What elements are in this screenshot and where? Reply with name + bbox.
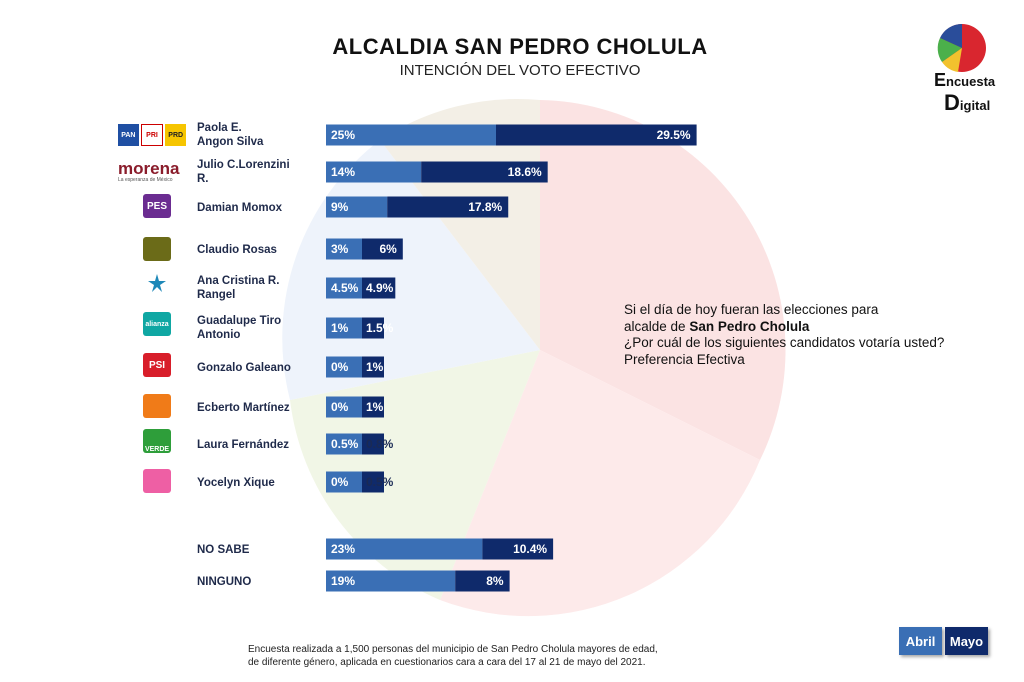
data-label-mayo: 17.8% (468, 200, 502, 214)
bar-mayo (387, 196, 509, 218)
category-label: Guadalupe Tiro (197, 315, 281, 327)
category-label: Rangel (197, 289, 235, 301)
bar-mayo (362, 433, 384, 455)
category-label: Antonio (197, 329, 240, 341)
bar-abril (326, 396, 362, 418)
category-label: Laura Fernández (197, 439, 289, 451)
survey-question: Si el día de hoy fueran las elecciones p… (624, 302, 945, 367)
data-label-mayo: 6% (379, 242, 397, 256)
bar-abril (326, 196, 388, 218)
methodology-footnote: Encuesta realizada a 1,500 personas del … (248, 644, 658, 668)
category-label: Angon Silva (197, 136, 264, 148)
data-label-abril: 0.5% (331, 437, 359, 451)
category-label: Julio C.Lorenzini (197, 159, 290, 171)
bar-mayo (421, 161, 548, 183)
logo-compromiso-puebla (143, 272, 171, 296)
data-label-mayo: 18.6% (508, 165, 542, 179)
bar-abril (326, 570, 456, 592)
data-label-abril: 0% (331, 475, 349, 489)
logo-claudio-rosas (143, 237, 171, 261)
brand-text-1: Encuesta (934, 70, 996, 90)
category-label: Yocelyn Xique (197, 477, 275, 489)
chart-subtitle: INTENCIÓN DEL VOTO EFECTIVO (399, 62, 641, 79)
bar-abril (326, 317, 362, 339)
logo-morena: morena La esperanza de México (118, 159, 180, 183)
logo-psi: PSI (143, 353, 171, 377)
logo-pan-pri-prd: PAN PRI PRD (118, 124, 187, 146)
bar-mayo (496, 124, 697, 146)
data-label-mayo: 8% (486, 574, 504, 588)
data-label-abril: 19% (331, 574, 355, 588)
brand-initial-d: D (944, 90, 960, 115)
legend-abril: Abril (899, 627, 942, 655)
category-label: Paola E. (197, 122, 242, 134)
bar-abril (326, 538, 483, 560)
category-label: Damian Momox (197, 202, 283, 214)
bar-mayo (482, 538, 554, 560)
data-label-mayo: 0.8% (366, 437, 394, 451)
bar-mayo (362, 356, 384, 378)
bar-mayo (362, 238, 403, 260)
data-label-abril: 3% (331, 242, 349, 256)
chart-title: ALCALDIA SAN PEDRO CHOLULA (332, 34, 708, 59)
data-label-abril: 0% (331, 360, 349, 374)
logo-verde: VERDE (143, 429, 171, 453)
bar-abril (326, 277, 362, 299)
bar-mayo (362, 396, 384, 418)
prd-logo: PRD (165, 124, 187, 146)
bar-mayo (362, 277, 396, 299)
brand-initial-e: E (934, 70, 947, 90)
bar-abril (326, 471, 362, 493)
brand-text-2: Digital (944, 90, 991, 115)
data-label-abril: 0% (331, 400, 349, 414)
data-label-mayo: 10.4% (513, 542, 547, 556)
bar-abril (326, 124, 496, 146)
logo-pes: PES (143, 194, 171, 218)
municipality-name: San Pedro Cholula (689, 318, 810, 334)
data-label-abril: 9% (331, 200, 349, 214)
category-label: Gonzalo Galeano (197, 362, 291, 374)
category-label: R. (197, 173, 209, 185)
data-label-abril: 4.5% (331, 281, 359, 295)
data-label-mayo: 1% (366, 360, 384, 374)
logo-alianza: alianza (143, 312, 171, 336)
bar-mayo (455, 570, 510, 592)
logo-fuerza-mexico (143, 469, 171, 493)
data-label-mayo: 0.5% (366, 475, 394, 489)
data-label-abril: 1% (331, 321, 349, 335)
category-label: NO SABE (197, 544, 250, 556)
bar-mayo (362, 471, 384, 493)
category-label: Ana Cristina R. (197, 275, 279, 287)
data-label-mayo: 1% (366, 400, 384, 414)
bar-mayo (362, 317, 384, 339)
data-label-abril: 23% (331, 542, 355, 556)
category-label: Claudio Rosas (197, 244, 277, 256)
data-label-mayo: 4.9% (366, 281, 394, 295)
data-label-abril: 25% (331, 128, 355, 142)
logo-mc (143, 394, 171, 418)
bar-abril (326, 356, 362, 378)
pan-logo: PAN (118, 124, 139, 146)
data-label-mayo: 29.5% (657, 128, 691, 142)
encuesta-digital-logo (937, 23, 986, 72)
bar-abril (326, 238, 362, 260)
legend-mayo: Mayo (945, 627, 988, 655)
category-label: Ecberto Martínez (197, 402, 290, 414)
category-label: NINGUNO (197, 576, 251, 588)
bar-abril (326, 433, 362, 455)
data-label-mayo: 1.5% (366, 321, 394, 335)
bar-abril (326, 161, 422, 183)
pri-logo: PRI (140, 124, 164, 146)
data-label-abril: 14% (331, 165, 355, 179)
